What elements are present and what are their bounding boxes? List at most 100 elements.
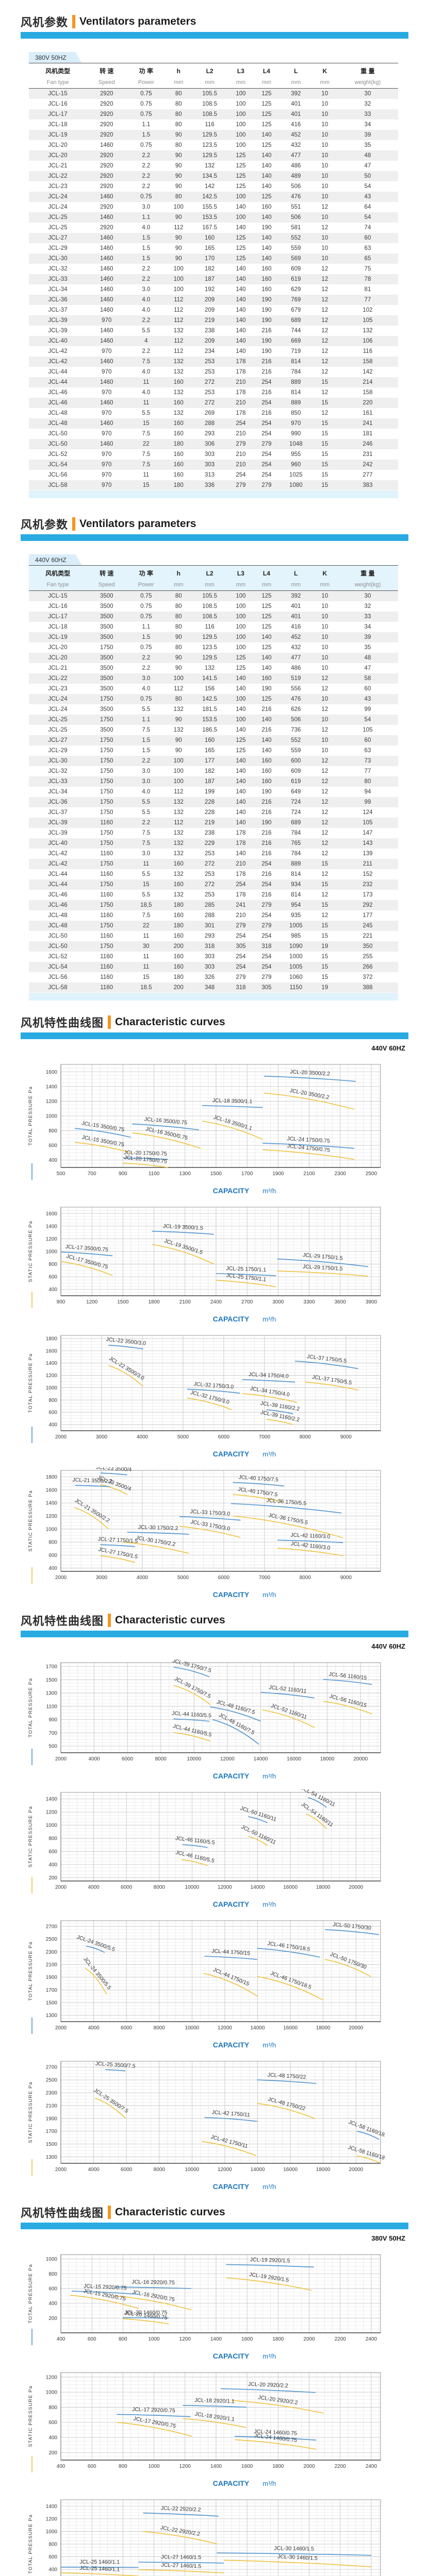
x-tick-label: 8000 bbox=[154, 1885, 166, 1890]
x-tick-label: 16000 bbox=[283, 1885, 298, 1890]
table-cell: 54 bbox=[364, 214, 371, 221]
accent-bar bbox=[108, 2206, 111, 2219]
table-cell: 39 bbox=[364, 132, 371, 138]
table-cell: 219 bbox=[205, 317, 215, 324]
table-cell: 254 bbox=[261, 954, 272, 960]
table-row: JCL-19 3500 1.5 90 129.5 100 140 452 10 39 bbox=[29, 632, 398, 642]
table-cell: 10 bbox=[321, 717, 328, 723]
curve-label: JCL-40 1750/7.5 bbox=[238, 1486, 278, 1498]
table-cell: 970 bbox=[102, 317, 112, 324]
curve bbox=[323, 1679, 372, 1685]
table-row: JCL-34 1460 3.0 100 192 140 160 629 12 81 bbox=[29, 284, 398, 295]
y-tick-label: 1000 bbox=[46, 1823, 58, 1828]
curve-label: JCL-42 1750/11 bbox=[211, 2109, 250, 2118]
x-tick-label: 3900 bbox=[366, 1299, 377, 1305]
table-cell: 10 bbox=[321, 614, 328, 620]
curve-label: JCL-22 2920/2.2 bbox=[161, 2505, 201, 2513]
table-cell: 689 bbox=[291, 317, 301, 324]
y-tick-label: 1800 bbox=[46, 1336, 58, 1342]
x-tick-label: 2000 bbox=[55, 1434, 67, 1440]
curve bbox=[248, 1816, 268, 1823]
table-row: JCL-39 1750 7.5 132 238 178 216 784 12 147 bbox=[29, 828, 398, 838]
table-cell: 200 bbox=[173, 985, 184, 991]
table-cell: 293 bbox=[205, 933, 215, 939]
cyan-divider bbox=[21, 32, 408, 39]
table-cell: 216 bbox=[261, 840, 272, 846]
curve bbox=[204, 1956, 257, 1960]
table-cell: 12 bbox=[321, 317, 328, 324]
table-cell: 12 bbox=[321, 204, 328, 210]
table-cell: 178 bbox=[236, 410, 246, 416]
table-cell: 177 bbox=[363, 912, 373, 919]
table-cell: 7.5 bbox=[142, 431, 151, 437]
curve bbox=[262, 1709, 315, 1728]
table-cell: 2920 bbox=[100, 132, 113, 138]
table-cell: 32 bbox=[364, 101, 371, 107]
col-header-en: mm bbox=[191, 581, 228, 591]
x-tick-label: 2500 bbox=[366, 1171, 377, 1177]
x-tick-label: 2000 bbox=[303, 2464, 315, 2469]
table-cell: 303 bbox=[205, 954, 215, 960]
curve-label: JCL-30 1750/2.2 bbox=[138, 1524, 178, 1531]
table-row: JCL-44 1160 5.5 132 253 178 216 814 12 152 bbox=[29, 869, 398, 879]
table-cell: 10 bbox=[321, 655, 328, 661]
table-cell: 1460 bbox=[100, 256, 113, 262]
table-cell: JCL-15 bbox=[48, 91, 68, 97]
table-cell: 0.75 bbox=[140, 593, 152, 599]
table-cell: 139 bbox=[363, 851, 373, 857]
table-cell: 2920 bbox=[100, 183, 113, 190]
table-cell: 180 bbox=[173, 923, 184, 929]
y-tick-label: 2700 bbox=[46, 1924, 58, 1930]
table-cell: 132 bbox=[173, 410, 184, 416]
table-cell: 1750 bbox=[100, 830, 113, 836]
x-tick-label: 1900 bbox=[272, 1171, 284, 1177]
table-cell: 12 bbox=[321, 389, 328, 396]
table-cell: 254 bbox=[236, 964, 246, 970]
table-cell: 90 bbox=[175, 163, 182, 169]
table-cell: 7.5 bbox=[142, 462, 151, 468]
table-cell: 80 bbox=[175, 645, 182, 651]
table-cell: 279 bbox=[236, 974, 246, 980]
total-pressure-axis-label: TOTAL PRESSURE Pa bbox=[28, 2264, 34, 2324]
table-row: JCL-30 1460 1.5 90 170 125 140 569 10 65 bbox=[29, 253, 398, 264]
table-cell: 416 bbox=[291, 624, 301, 630]
x-tick-label: 1100 bbox=[149, 1171, 160, 1177]
table-cell: 336 bbox=[205, 482, 215, 488]
table-cell: JCL-46 bbox=[48, 892, 68, 898]
y-tick-label: 700 bbox=[48, 1731, 57, 1736]
table-cell: 254 bbox=[236, 420, 246, 427]
y-tick-label: 800 bbox=[48, 1398, 57, 1403]
table-cell: JCL-40 bbox=[48, 840, 68, 846]
table-cell: 0.75 bbox=[140, 101, 152, 107]
static-pressure-axis-label: STATIC PRESSURE Pa bbox=[28, 1221, 34, 1282]
table-cell: 105 bbox=[363, 727, 373, 733]
table-cell: 318 bbox=[261, 943, 272, 950]
table-cell: 1460 bbox=[100, 420, 113, 427]
table-cell: 125 bbox=[261, 645, 272, 651]
col-header-en: Fan type bbox=[29, 78, 87, 89]
table-cell: 1005 bbox=[289, 964, 303, 970]
curve bbox=[60, 2567, 139, 2568]
table-cell: 15 bbox=[321, 472, 328, 478]
table-cell: 11 bbox=[143, 379, 150, 385]
table-cell: JCL-56 bbox=[48, 974, 68, 980]
table-cell: 10 bbox=[321, 696, 328, 702]
total-pressure-axis-label: TOTAL PRESSURE Pa bbox=[28, 1941, 34, 2001]
table-cell: 160 bbox=[261, 778, 272, 785]
table-cell: 12 bbox=[321, 892, 328, 898]
table-cell: 7.5 bbox=[142, 840, 151, 846]
curve-label: JCL-36 1750/5.5 bbox=[266, 1497, 307, 1507]
table-cell: 784 bbox=[291, 369, 301, 375]
table-row: JCL-58 970 15 180 336 279 279 1080 15 383 bbox=[29, 480, 398, 490]
curve bbox=[60, 2572, 139, 2576]
y-tick-label: 900 bbox=[48, 1717, 57, 1723]
curve-label: JCL-25 1460/1.1 bbox=[79, 2559, 120, 2565]
table-cell: 90 bbox=[175, 183, 182, 190]
table-cell: JCL-18 bbox=[48, 122, 68, 128]
table-cell: 253 bbox=[205, 892, 215, 898]
table-cell: 160 bbox=[261, 286, 272, 293]
table-cell: 125 bbox=[261, 122, 272, 128]
table-cell: JCL-50 bbox=[48, 933, 68, 939]
col-header-zh: L bbox=[279, 565, 312, 581]
x-tick-label: 8000 bbox=[155, 1756, 167, 1762]
